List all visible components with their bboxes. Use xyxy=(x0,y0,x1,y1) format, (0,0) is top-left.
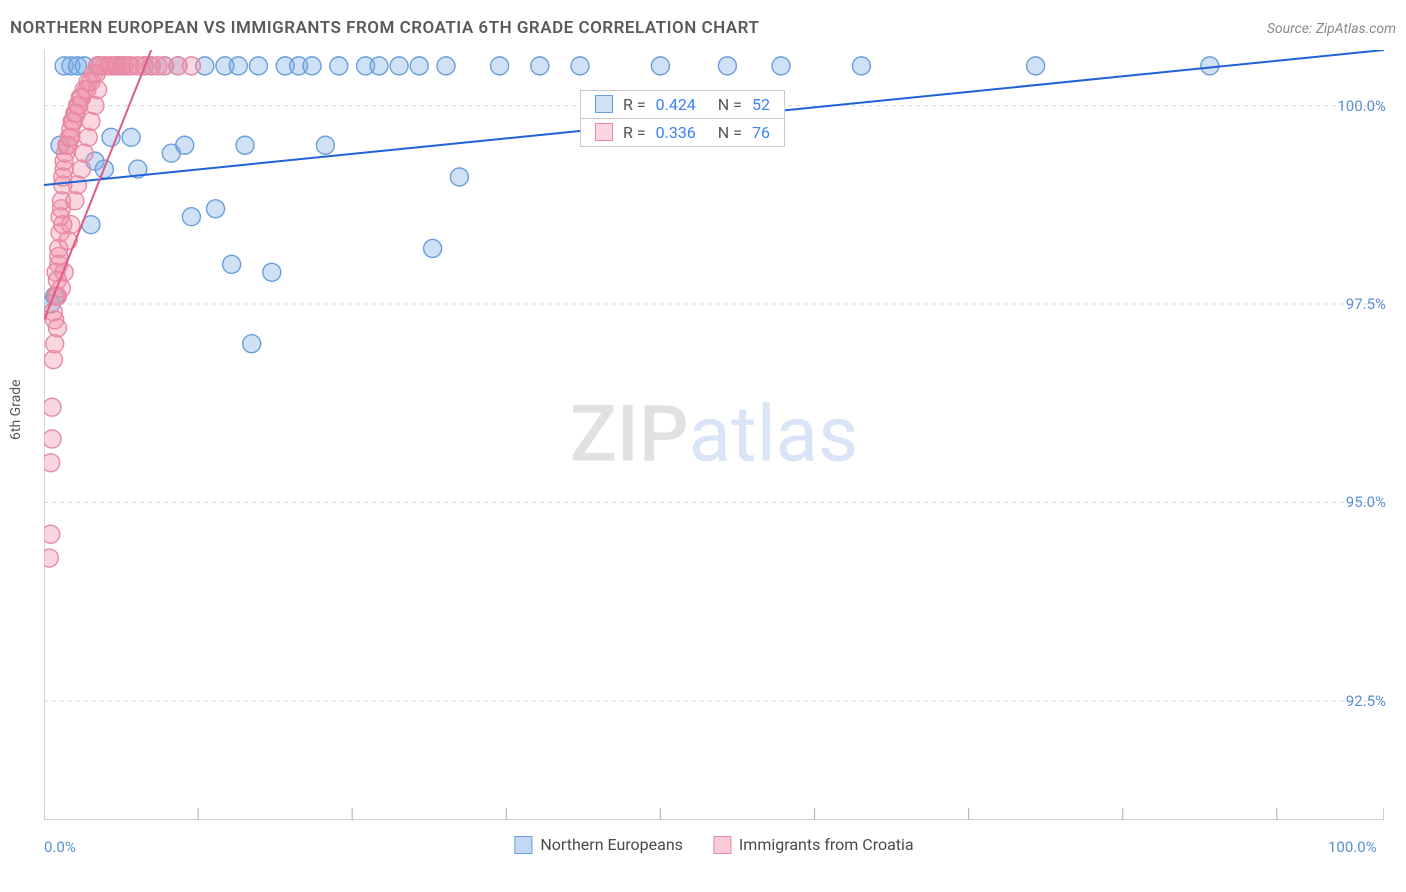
x-tick-label: 0.0% xyxy=(44,838,76,856)
series-swatch xyxy=(595,123,613,141)
legend-label: Northern Europeans xyxy=(540,835,683,854)
x-tick-label: 100.0% xyxy=(1328,838,1377,856)
y-axis-label: 6th Grade xyxy=(8,379,24,440)
legend-item: Immigrants from Croatia xyxy=(713,835,914,854)
series-swatch xyxy=(595,95,613,113)
legend-label: Immigrants from Croatia xyxy=(739,835,914,854)
stats-legend-box: R = 0.424N = 52R = 0.336N = 76 xyxy=(580,90,785,147)
stats-row: R = 0.424N = 52 xyxy=(581,91,784,119)
chart-title: NORTHERN EUROPEAN VS IMMIGRANTS FROM CRO… xyxy=(10,18,759,38)
source-label: Source: ZipAtlas.com xyxy=(1267,21,1396,37)
y-tick-label: 97.5% xyxy=(1346,295,1386,313)
y-tick-label: 95.0% xyxy=(1346,493,1386,511)
n-value: 76 xyxy=(752,123,770,142)
bottom-legend: Northern Europeans Immigrants from Croati… xyxy=(514,835,913,854)
y-tick-label: 92.5% xyxy=(1346,692,1386,710)
y-tick-label: 100.0% xyxy=(1337,97,1386,115)
stats-row: R = 0.336N = 76 xyxy=(581,119,784,146)
scatter-chart xyxy=(44,50,1384,820)
r-value: 0.424 xyxy=(656,95,696,114)
n-value: 52 xyxy=(752,95,770,114)
legend-swatch xyxy=(514,836,532,854)
plot-area: ZIPatlas 92.5%95.0%97.5%100.0% 0.0%100.0… xyxy=(44,50,1384,820)
r-value: 0.336 xyxy=(656,123,696,142)
legend-swatch xyxy=(713,836,731,854)
legend-item: Northern Europeans xyxy=(514,835,683,854)
